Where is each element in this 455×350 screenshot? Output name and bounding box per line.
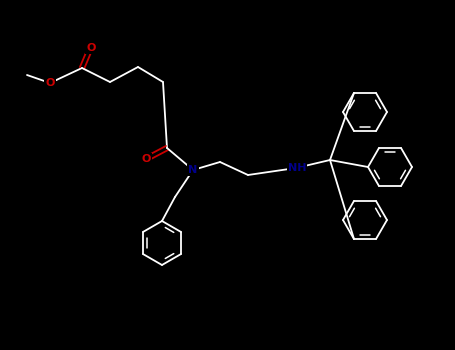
Text: O: O [46, 78, 55, 88]
Text: O: O [142, 154, 151, 164]
Text: O: O [86, 43, 96, 53]
Text: NH: NH [288, 163, 306, 173]
Text: N: N [188, 165, 197, 175]
